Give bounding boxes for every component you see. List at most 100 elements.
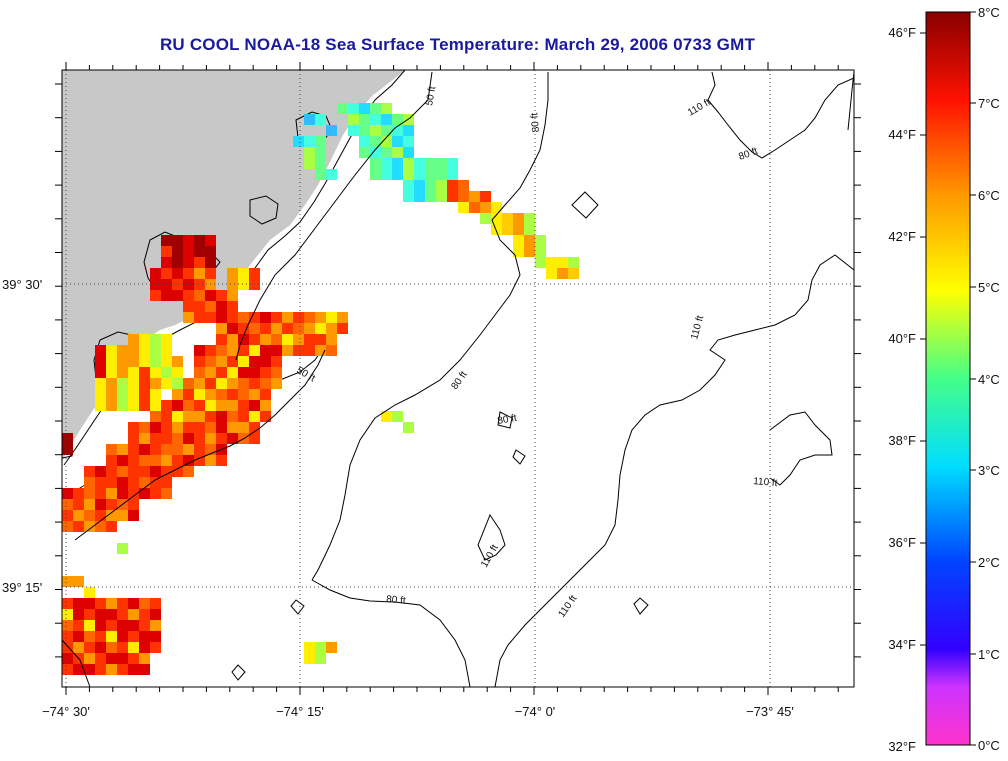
colorbar-f-label: 32°F: [888, 739, 916, 754]
sst-pixel: [502, 224, 513, 235]
sst-pixel: [73, 664, 84, 675]
sst-pixel: [73, 620, 84, 631]
sst-pixel: [95, 499, 106, 510]
sst-pixel: [546, 257, 557, 268]
sst-pixel: [62, 620, 73, 631]
sst-pixel: [128, 477, 139, 488]
sst-pixel: [205, 444, 216, 455]
sst-pixel: [194, 455, 205, 466]
sst-pixel: [128, 356, 139, 367]
sst-pixel: [139, 378, 150, 389]
sst-pixel: [150, 466, 161, 477]
sst-pixel: [117, 400, 128, 411]
sst-pixel: [95, 345, 106, 356]
sst-pixel: [271, 356, 282, 367]
sst-pixel: [128, 367, 139, 378]
sst-pixel: [304, 147, 315, 158]
sst-pixel: [95, 598, 106, 609]
sst-pixel: [106, 444, 117, 455]
sst-pixel: [216, 312, 227, 323]
sst-pixel: [128, 653, 139, 664]
sst-pixel: [502, 213, 513, 224]
sst-pixel: [315, 169, 326, 180]
sst-pixel: [117, 653, 128, 664]
sst-pixel: [216, 356, 227, 367]
sst-pixel: [425, 169, 436, 180]
sst-pixel: [117, 466, 128, 477]
colorbar-f-label: 46°F: [888, 25, 916, 40]
grid-lines: [62, 70, 854, 687]
sst-pixel: [238, 422, 249, 433]
sst-pixel: [62, 576, 73, 587]
sst-pixel: [194, 378, 205, 389]
sst-pixel: [546, 268, 557, 279]
sst-pixel: [491, 224, 502, 235]
lat-labels: 39° 30' 39° 15': [2, 277, 42, 595]
colorbar-f-label: 38°F: [888, 433, 916, 448]
sst-pixel: [535, 257, 546, 268]
sst-pixel: [172, 235, 183, 246]
sst-pixel: [139, 345, 150, 356]
sst-pixel: [106, 345, 117, 356]
sst-pixel: [128, 389, 139, 400]
sst-pixel: [106, 620, 117, 631]
sst-pixel: [117, 488, 128, 499]
sst-pixel: [161, 422, 172, 433]
sst-pixel: [194, 268, 205, 279]
sst-pixel: [315, 334, 326, 345]
sst-pixel: [249, 312, 260, 323]
sst-pixel: [161, 411, 172, 422]
contour-outer-deep: [62, 639, 91, 687]
sst-pixel: [62, 499, 73, 510]
sst-pixel: [106, 367, 117, 378]
sst-pixel: [227, 290, 238, 301]
sst-pixel: [249, 433, 260, 444]
contour-110ft-d: [769, 411, 833, 486]
sst-pixel: [205, 312, 216, 323]
sst-pixel: [106, 499, 117, 510]
sst-pixel: [128, 422, 139, 433]
sst-pixel: [183, 411, 194, 422]
sst-pixel: [106, 378, 117, 389]
sst-pixel: [150, 433, 161, 444]
sst-pixel: [194, 279, 205, 290]
sst-pixel: [513, 213, 524, 224]
small-shoal-c: [512, 449, 526, 465]
sst-pixel: [183, 268, 194, 279]
sst-pixel: [271, 334, 282, 345]
sst-pixel: [84, 631, 95, 642]
sst-pixel: [260, 323, 271, 334]
sst-pixel: [491, 213, 502, 224]
sst-pixel: [117, 664, 128, 675]
sst-pixel: [62, 444, 73, 455]
sst-pixel: [84, 642, 95, 653]
colorbar-c-label: 6°C: [978, 188, 1000, 203]
sst-pixel: [227, 422, 238, 433]
sst-pixel: [216, 367, 227, 378]
sst-pixel: [106, 631, 117, 642]
sst-pixel: [62, 653, 73, 664]
sst-pixel: [128, 510, 139, 521]
sst-pixel: [128, 466, 139, 477]
sst-pixel: [117, 378, 128, 389]
sst-pixel: [304, 653, 315, 664]
sst-pixel: [513, 246, 524, 257]
map-title: RU COOL NOAA-18 Sea Surface Temperature:…: [159, 35, 756, 54]
sst-pixel: [392, 147, 403, 158]
small-shoal-d: [633, 597, 649, 615]
sst-pixel: [293, 334, 304, 345]
sst-pixel: [128, 444, 139, 455]
sst-pixel: [205, 290, 216, 301]
contour-label: 110 ft: [753, 476, 778, 489]
sst-pixel: [370, 158, 381, 169]
sst-pixel: [315, 158, 326, 169]
sst-pixel: [95, 631, 106, 642]
sst-pixel: [73, 521, 84, 532]
sst-pixel: [150, 477, 161, 488]
sst-pixel: [370, 136, 381, 147]
sst-pixel: [106, 642, 117, 653]
bathymetry-contours: [62, 71, 854, 687]
sst-pixel: [458, 202, 469, 213]
sst-pixel: [436, 158, 447, 169]
sst-pixel: [260, 389, 271, 400]
